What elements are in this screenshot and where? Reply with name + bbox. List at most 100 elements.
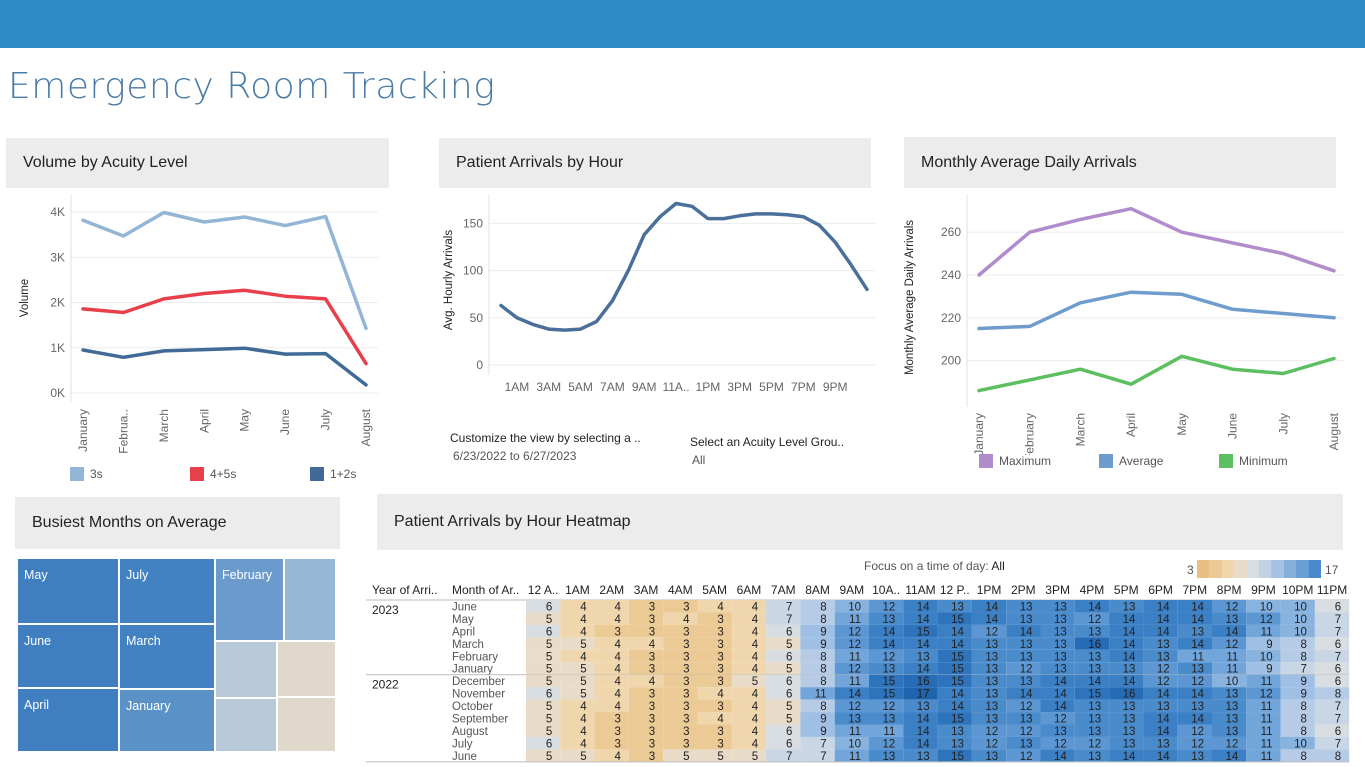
x-tick-label: 7PM bbox=[791, 380, 816, 394]
series-line-1-2s bbox=[81, 346, 368, 387]
heat-cell-value: 8 bbox=[1300, 701, 1306, 713]
heat-cell-value: 12 bbox=[1226, 639, 1239, 651]
heat-cell bbox=[1143, 600, 1178, 613]
focus-value[interactable]: All bbox=[991, 559, 1005, 573]
heat-cell bbox=[869, 637, 904, 650]
treemap-cell-11[interactable] bbox=[277, 697, 336, 752]
heat-cell bbox=[903, 674, 938, 688]
heat-cell bbox=[526, 724, 561, 737]
heat-cell bbox=[1006, 674, 1041, 688]
treemap-cell-april[interactable]: April bbox=[17, 688, 119, 752]
heat-cell-value: 7 bbox=[1335, 701, 1341, 713]
heat-cell bbox=[1109, 624, 1144, 638]
heat-cell bbox=[663, 674, 698, 688]
busiest-treemap[interactable]: May June April July March January Februa… bbox=[17, 558, 337, 754]
heat-cell-value: 13 bbox=[985, 664, 998, 676]
heat-cell-value: 13 bbox=[985, 639, 998, 651]
heat-cell bbox=[526, 612, 561, 625]
heat-cell bbox=[628, 724, 664, 737]
heat-cell bbox=[1246, 649, 1281, 663]
heat-cell bbox=[869, 624, 904, 638]
column-header: 3PM bbox=[1045, 583, 1070, 597]
x-tick-label: 11A.. bbox=[662, 380, 689, 394]
heat-cell bbox=[937, 749, 972, 762]
legend-minimum[interactable]: Minimum bbox=[1219, 454, 1288, 468]
heat-cell-value: 13 bbox=[1020, 676, 1033, 688]
treemap-cell-february[interactable]: February bbox=[215, 558, 284, 641]
treemap-cell-8[interactable] bbox=[215, 641, 277, 698]
heat-cell bbox=[1212, 600, 1247, 613]
treemap-cell-may[interactable]: May bbox=[17, 558, 119, 624]
arrivals-chart-title: Patient Arrivals by Hour bbox=[456, 154, 624, 171]
heat-cell bbox=[526, 687, 561, 700]
treemap-cell-march[interactable]: March bbox=[119, 624, 215, 689]
heat-cell bbox=[800, 624, 835, 638]
heat-cell-value: 5 bbox=[546, 714, 552, 726]
y-tick-label: 150 bbox=[463, 216, 483, 230]
column-header: 10A.. bbox=[872, 583, 900, 597]
heat-cell bbox=[1040, 712, 1075, 725]
heat-cell-value: 9 bbox=[1266, 639, 1272, 651]
heat-cell-value: 3 bbox=[683, 689, 689, 701]
heat-cell-value: 14 bbox=[1157, 714, 1170, 726]
heat-cell-value: 14 bbox=[848, 689, 861, 701]
heat-cell bbox=[903, 712, 938, 725]
heat-cell bbox=[834, 600, 869, 613]
heat-cell-value: 14 bbox=[1191, 639, 1204, 651]
heat-cell bbox=[594, 637, 629, 650]
heat-cell-value: 14 bbox=[1054, 676, 1067, 688]
heat-cell-value: 8 bbox=[1300, 639, 1306, 651]
focus-control[interactable]: Focus on a time of day: All bbox=[864, 559, 1005, 573]
heat-cell-value: 13 bbox=[1020, 738, 1033, 750]
heat-cell-value: 9 bbox=[820, 714, 826, 726]
heat-cell bbox=[594, 600, 629, 613]
monthly-chart[interactable]: 200 220 240 260 Monthly Average Daily Arriva… bbox=[900, 195, 1345, 455]
heat-cell bbox=[1314, 612, 1350, 625]
heat-cell-value: 13 bbox=[1123, 601, 1136, 613]
heat-cell-value: 14 bbox=[1123, 676, 1136, 688]
treemap-cell-january[interactable]: January bbox=[119, 689, 215, 752]
heat-cell-value: 13 bbox=[883, 751, 896, 763]
date-filter-value[interactable]: 6/23/2022 to 6/27/2023 bbox=[453, 449, 577, 463]
treemap-cell-10[interactable] bbox=[215, 698, 277, 752]
heat-cell bbox=[1074, 712, 1110, 725]
legend-1-2s[interactable]: 1+2s bbox=[310, 467, 356, 481]
heat-cell-value: 4 bbox=[649, 639, 656, 651]
heat-cell bbox=[903, 736, 938, 750]
heat-cell bbox=[1212, 624, 1247, 638]
volume-chart[interactable]: 0K 1K 2K 3K 4K Volume January Februa.. March Apri… bbox=[0, 195, 395, 460]
heat-cell-value: 3 bbox=[717, 701, 723, 713]
series-line-3s bbox=[81, 210, 368, 331]
treemap-cell-7[interactable] bbox=[284, 558, 336, 641]
heat-cell bbox=[1006, 662, 1041, 675]
legend-4-5s[interactable]: 4+5s bbox=[190, 467, 236, 481]
heatmap-table[interactable]: Year of Arri.. Month of Ar.. 12 A.. 1AM 2AM 3… bbox=[366, 578, 1350, 766]
acuity-filter-value[interactable]: All bbox=[692, 453, 706, 467]
heat-cell bbox=[628, 649, 664, 663]
heat-cell bbox=[697, 662, 732, 675]
heat-cell-value: 4 bbox=[717, 689, 724, 701]
heat-cell-value: 6 bbox=[786, 738, 792, 750]
heat-cell-value: 4 bbox=[614, 601, 621, 613]
treemap-cell-july[interactable]: July bbox=[119, 558, 215, 624]
y-axis-label: Volume bbox=[19, 279, 31, 317]
treemap-cell-9[interactable] bbox=[277, 641, 336, 697]
column-header: 10PM bbox=[1282, 583, 1313, 597]
heat-cell bbox=[1212, 612, 1247, 625]
heat-cell-value: 3 bbox=[614, 714, 620, 726]
heat-cell-value: 12 bbox=[1226, 738, 1239, 750]
arrivals-chart[interactable]: 0 50 100 150 Avg. Hourly Arrivals 1AM 3AM 5AM 7A… bbox=[435, 195, 875, 400]
legend-average[interactable]: Average bbox=[1099, 454, 1163, 468]
heat-cell-value: 8 bbox=[1300, 714, 1306, 726]
heat-cell bbox=[1246, 662, 1281, 675]
heat-cell-value: 14 bbox=[951, 701, 964, 713]
heat-cell bbox=[1040, 699, 1075, 713]
legend-3s[interactable]: 3s bbox=[70, 467, 103, 481]
heat-cell bbox=[1006, 624, 1041, 638]
treemap-cell-june[interactable]: June bbox=[17, 624, 119, 688]
x-tick-label: March bbox=[157, 409, 171, 442]
column-header: 7AM bbox=[771, 583, 796, 597]
heat-cell bbox=[1177, 699, 1212, 713]
x-tick-label: 5AM bbox=[568, 380, 593, 394]
legend-maximum[interactable]: Maximum bbox=[979, 454, 1051, 468]
